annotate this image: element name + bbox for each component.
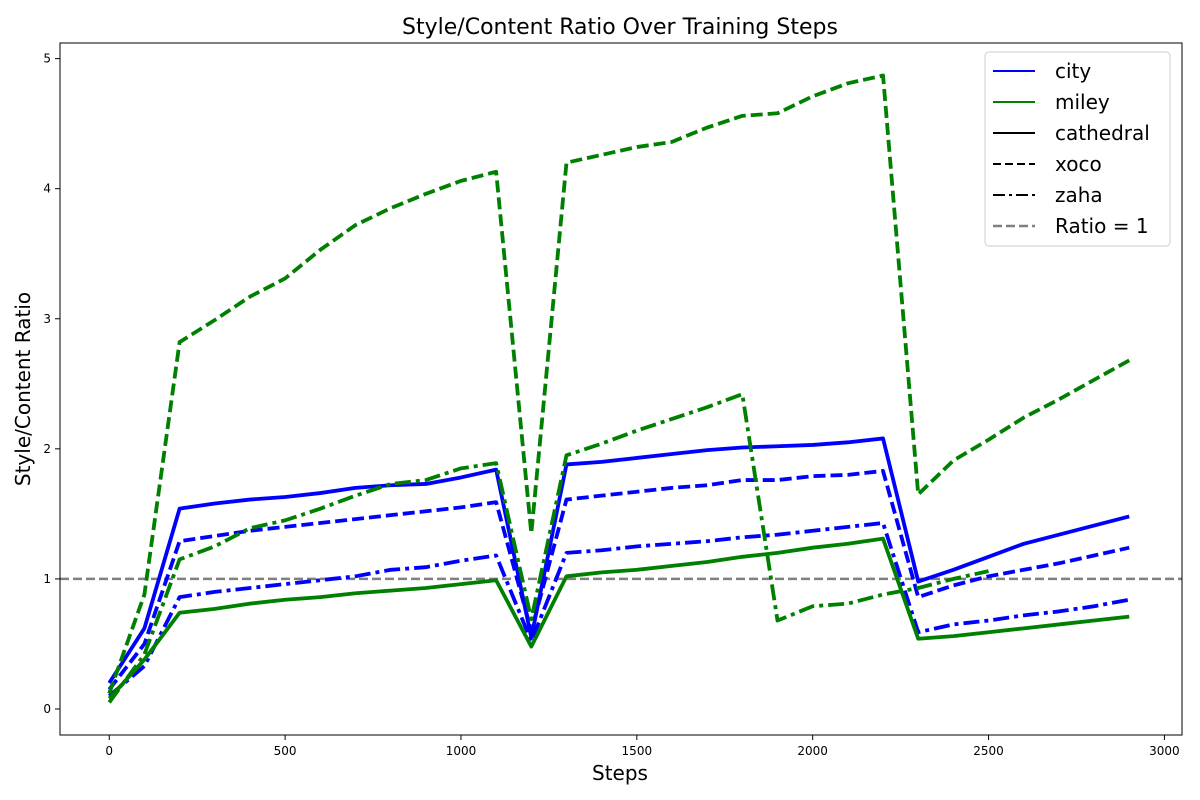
y-tick-label: 4 [43, 182, 51, 196]
x-tick-label: 2500 [973, 744, 1004, 758]
x-tick-label: 2000 [797, 744, 828, 758]
series-group [107, 73, 1131, 704]
chart-title: Style/Content Ratio Over Training Steps [402, 15, 838, 40]
legend-label: cathedral [1055, 121, 1150, 145]
legend-label: xoco [1055, 152, 1102, 176]
series-line-4 [107, 536, 1130, 700]
x-tick-label: 3000 [1149, 744, 1180, 758]
series-line-3 [108, 521, 1130, 698]
x-tick-label: 0 [105, 744, 113, 758]
x-axis-label: Steps [592, 761, 648, 785]
plot-area: 0 500 1000 1500 2000 2500 3000 0 1 2 3 4 5 [43, 42, 1183, 758]
legend: city miley cathedral xoco zaha Ratio = 1 [984, 51, 1171, 247]
series-line-2 [107, 469, 1130, 691]
legend-label: zaha [1055, 183, 1103, 207]
y-tick-label: 2 [43, 442, 51, 456]
x-tick-label: 1500 [622, 744, 653, 758]
series-line-5 [107, 73, 1131, 695]
y-tick-label: 1 [43, 572, 51, 586]
series-line-1 [107, 436, 1130, 684]
legend-label: miley [1055, 90, 1110, 114]
y-tick-label: 5 [43, 52, 51, 66]
legend-box [984, 51, 1171, 247]
legend-label: Ratio = 1 [1055, 214, 1149, 238]
y-tick-label: 3 [43, 312, 51, 326]
series-line-6 [107, 392, 989, 704]
legend-label: city [1055, 59, 1091, 83]
x-tick-label: 500 [274, 744, 297, 758]
y-axis-label: Style/Content Ratio [11, 292, 35, 486]
x-tick-label: 1000 [446, 744, 477, 758]
axes-frame [59, 42, 1183, 736]
y-tick-label: 0 [43, 702, 51, 716]
